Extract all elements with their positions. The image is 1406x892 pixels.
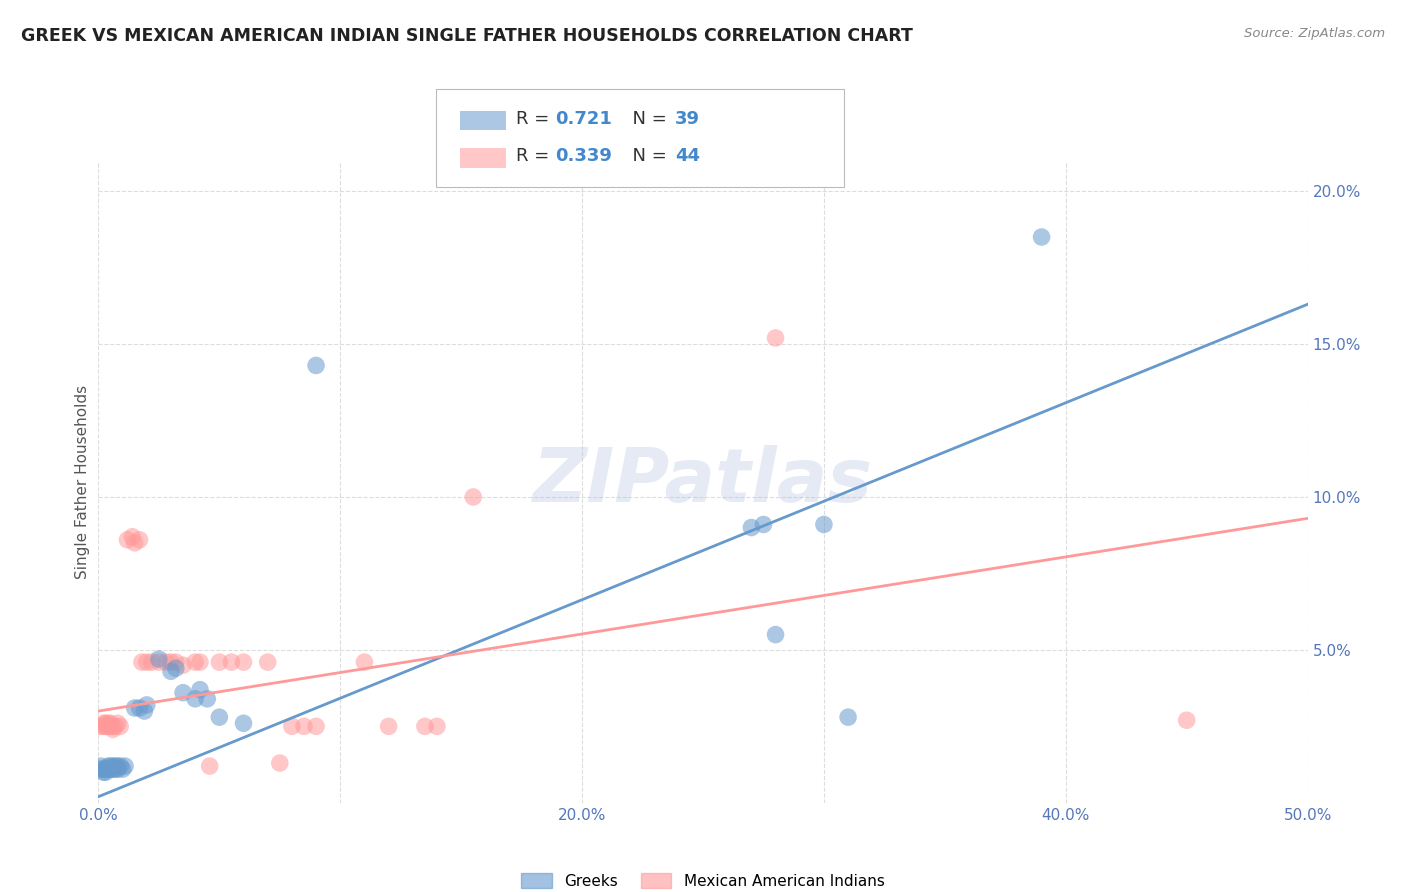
Point <box>1031 230 1053 244</box>
Point <box>91 762 114 776</box>
Point <box>97 719 120 733</box>
Point <box>100 762 122 776</box>
Point <box>221 655 243 669</box>
Text: ZIPatlas: ZIPatlas <box>533 445 873 518</box>
Point <box>101 762 124 776</box>
Text: 44: 44 <box>675 147 700 165</box>
Point <box>305 719 328 733</box>
Text: N =: N = <box>621 110 673 128</box>
Point <box>377 719 399 733</box>
Point <box>269 756 291 770</box>
Point <box>108 719 131 733</box>
Point <box>101 759 124 773</box>
Point <box>107 762 129 776</box>
Point <box>837 710 859 724</box>
Point <box>91 716 114 731</box>
Point <box>90 759 112 773</box>
Point <box>101 719 124 733</box>
Point <box>91 719 114 733</box>
Point <box>117 533 139 547</box>
Point <box>256 655 278 669</box>
Point <box>160 665 183 679</box>
Point <box>305 359 328 373</box>
Point <box>232 716 254 731</box>
Point <box>124 536 146 550</box>
Point <box>426 719 449 733</box>
Point <box>172 658 194 673</box>
Point <box>165 655 187 669</box>
Point <box>208 710 231 724</box>
Point <box>90 762 112 776</box>
Point <box>141 655 163 669</box>
Point <box>135 655 157 669</box>
Point <box>765 627 787 641</box>
Point <box>114 759 136 773</box>
Point <box>131 655 153 669</box>
Text: 0.721: 0.721 <box>555 110 612 128</box>
Point <box>155 655 177 669</box>
Point <box>94 762 117 776</box>
Point <box>90 719 112 733</box>
Point <box>353 655 375 669</box>
Point <box>100 719 122 733</box>
Point <box>413 719 436 733</box>
Point <box>198 759 221 773</box>
Point <box>188 682 211 697</box>
Point <box>740 520 762 534</box>
Point <box>124 701 146 715</box>
Point <box>184 691 207 706</box>
Point <box>128 701 150 715</box>
Point <box>104 719 127 733</box>
Point <box>148 652 170 666</box>
Point <box>100 759 122 773</box>
Point <box>111 762 134 776</box>
Legend: Greeks, Mexican American Indians: Greeks, Mexican American Indians <box>516 866 890 892</box>
Point <box>97 762 120 776</box>
Point <box>128 533 150 547</box>
Text: 0.339: 0.339 <box>555 147 612 165</box>
Point <box>148 655 170 669</box>
Point <box>184 655 207 669</box>
Point <box>208 655 231 669</box>
Point <box>107 759 129 773</box>
Point <box>94 716 117 731</box>
Point <box>134 704 156 718</box>
Point <box>91 765 114 780</box>
Text: 39: 39 <box>675 110 700 128</box>
Point <box>195 691 218 706</box>
Point <box>101 723 124 737</box>
Point <box>281 719 304 733</box>
Point <box>165 661 187 675</box>
Point <box>292 719 315 733</box>
Text: R =: R = <box>516 147 555 165</box>
Point <box>94 765 117 780</box>
Point <box>765 331 787 345</box>
Point <box>172 686 194 700</box>
Point <box>104 762 127 776</box>
Point <box>463 490 485 504</box>
Text: R =: R = <box>516 110 555 128</box>
Y-axis label: Single Father Households: Single Father Households <box>75 384 90 579</box>
Point <box>188 655 211 669</box>
Point <box>97 716 120 731</box>
Text: GREEK VS MEXICAN AMERICAN INDIAN SINGLE FATHER HOUSEHOLDS CORRELATION CHART: GREEK VS MEXICAN AMERICAN INDIAN SINGLE … <box>21 27 912 45</box>
Point <box>813 517 835 532</box>
Text: Source: ZipAtlas.com: Source: ZipAtlas.com <box>1244 27 1385 40</box>
Point <box>135 698 157 712</box>
Point <box>752 517 775 532</box>
Point <box>1175 713 1198 727</box>
Point <box>232 655 254 669</box>
Point <box>97 759 120 773</box>
Point <box>108 759 131 773</box>
Point <box>160 655 183 669</box>
Point <box>94 719 117 733</box>
Point <box>100 716 122 731</box>
Point <box>104 759 127 773</box>
Point <box>107 716 129 731</box>
Text: N =: N = <box>621 147 673 165</box>
Point <box>121 530 143 544</box>
